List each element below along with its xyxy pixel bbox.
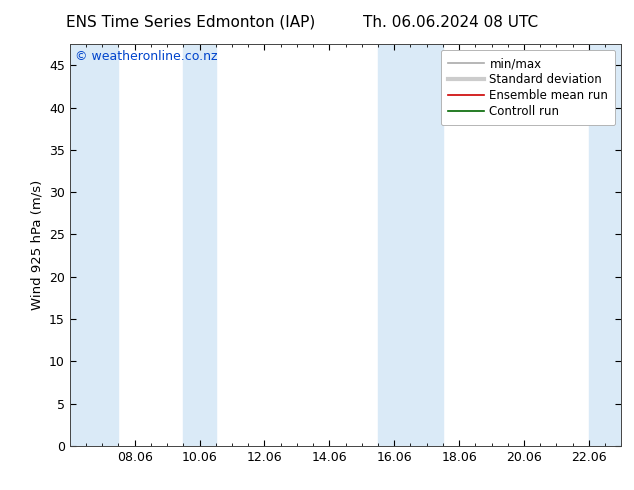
Bar <box>589 44 621 446</box>
Legend: min/max, Standard deviation, Ensemble mean run, Controll run: min/max, Standard deviation, Ensemble me… <box>441 50 616 125</box>
Bar <box>183 44 216 446</box>
Text: © weatheronline.co.nz: © weatheronline.co.nz <box>75 50 217 63</box>
Y-axis label: Wind 925 hPa (m/s): Wind 925 hPa (m/s) <box>30 180 44 310</box>
Text: Th. 06.06.2024 08 UTC: Th. 06.06.2024 08 UTC <box>363 15 538 30</box>
Text: ENS Time Series Edmonton (IAP): ENS Time Series Edmonton (IAP) <box>65 15 315 30</box>
Bar <box>70 44 119 446</box>
Bar <box>378 44 443 446</box>
